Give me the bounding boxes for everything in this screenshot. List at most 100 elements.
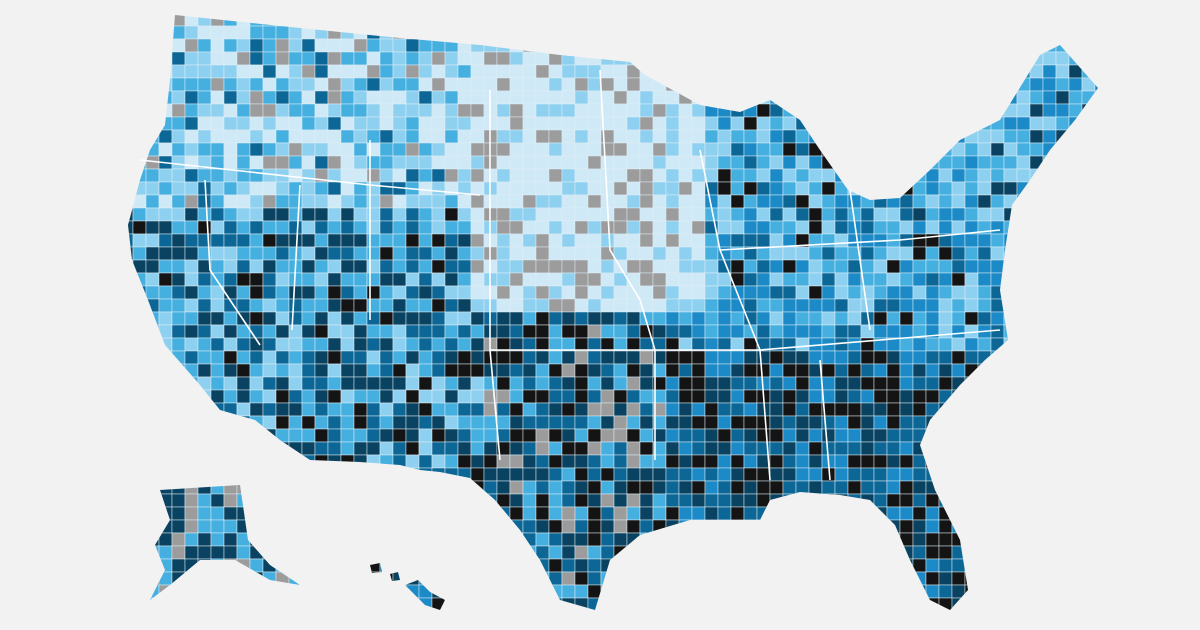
- county-cell: [249, 155, 264, 170]
- county-cell: [795, 428, 810, 443]
- county-cell: [1108, 117, 1121, 130]
- county-cell: [756, 597, 771, 610]
- county-cell: [782, 129, 797, 144]
- county-cell: [613, 428, 628, 443]
- county-cell: [704, 545, 719, 560]
- county-cell: [821, 233, 836, 248]
- county-cell: [184, 15, 199, 27]
- county-cell: [964, 116, 979, 131]
- county-cell: [496, 545, 511, 560]
- county-cell: [1108, 260, 1121, 273]
- county-cell: [431, 272, 446, 287]
- county-cell: [874, 624, 887, 630]
- county-cell: [964, 168, 979, 183]
- county-cell: [1094, 116, 1098, 131]
- county-cell: [145, 194, 160, 209]
- county-cell: [691, 142, 706, 157]
- county-cell: [912, 311, 927, 326]
- county-cell: [470, 428, 485, 443]
- county-cell: [613, 129, 628, 144]
- county-cell: [717, 389, 732, 404]
- county-cell: [665, 298, 680, 313]
- county-cell: [613, 324, 628, 339]
- county-cell: [431, 220, 446, 235]
- county-cell: [392, 389, 407, 404]
- county-cell: [470, 194, 485, 209]
- county-cell: [535, 311, 550, 326]
- county-cell: [834, 285, 849, 300]
- county-cell: [587, 298, 602, 313]
- county-cell: [769, 77, 784, 92]
- county-cell: [184, 90, 199, 105]
- county-cell: [418, 389, 433, 404]
- county-cell: [1030, 611, 1043, 624]
- county-cell: [431, 376, 446, 391]
- county-cell: [1003, 116, 1018, 131]
- county-cell: [1029, 545, 1044, 560]
- county-cell: [509, 415, 524, 430]
- county-cell: [172, 611, 185, 624]
- county-cell: [210, 454, 225, 469]
- county-cell: [128, 285, 134, 300]
- county-cell: [405, 324, 420, 339]
- county-cell: [990, 181, 1005, 196]
- county-cell: [912, 272, 927, 287]
- county-cell: [717, 571, 732, 586]
- county-cell: [249, 272, 264, 287]
- county-cell: [704, 51, 719, 66]
- county-cell: [509, 285, 524, 300]
- county-cell: [834, 545, 849, 560]
- county-cell: [951, 38, 966, 53]
- county-cell: [275, 532, 290, 547]
- county-cell: [128, 532, 134, 547]
- county-cell: [288, 168, 303, 183]
- county-cell: [457, 571, 472, 586]
- county-cell: [613, 181, 628, 196]
- county-cell: [938, 77, 953, 92]
- county-cell: [315, 624, 328, 630]
- county-cell: [639, 532, 654, 547]
- county-cell: [561, 181, 576, 196]
- county-cell: [158, 402, 173, 417]
- county-cell: [1003, 233, 1018, 248]
- county-cell: [483, 428, 498, 443]
- county-cell: [444, 155, 459, 170]
- county-cell: [808, 597, 823, 610]
- county-cell: [301, 467, 316, 482]
- county-cell: [1016, 441, 1031, 456]
- county-cell: [431, 467, 446, 482]
- county-cell: [509, 116, 524, 131]
- county-cell: [1042, 246, 1057, 261]
- county-cell: [301, 441, 316, 456]
- county-cell: [535, 103, 550, 118]
- county-cell: [444, 64, 459, 79]
- county-cell: [665, 15, 680, 27]
- county-cell: [847, 311, 862, 326]
- county-cell: [561, 480, 576, 495]
- county-cell: [899, 376, 914, 391]
- county-cell: [886, 220, 901, 235]
- county-cell: [171, 38, 186, 53]
- county-cell: [938, 38, 953, 53]
- county-cell: [314, 376, 329, 391]
- county-cell: [860, 480, 875, 495]
- county-cell: [523, 0, 536, 13]
- county-cell: [600, 298, 615, 313]
- county-cell: [1003, 558, 1018, 573]
- county-cell: [874, 0, 887, 13]
- county-cell: [886, 519, 901, 534]
- county-cell: [275, 350, 290, 365]
- county-cell: [405, 233, 420, 248]
- county-cell: [262, 311, 277, 326]
- county-cell: [861, 611, 874, 624]
- county-cell: [132, 220, 147, 235]
- county-cell: [834, 259, 849, 274]
- county-cell: [366, 285, 381, 300]
- county-cell: [899, 168, 914, 183]
- county-cell: [900, 624, 913, 630]
- county-cell: [977, 129, 992, 144]
- county-cell: [1055, 77, 1070, 92]
- county-cell: [379, 285, 394, 300]
- county-cell: [132, 480, 147, 495]
- county-cell: [223, 155, 238, 170]
